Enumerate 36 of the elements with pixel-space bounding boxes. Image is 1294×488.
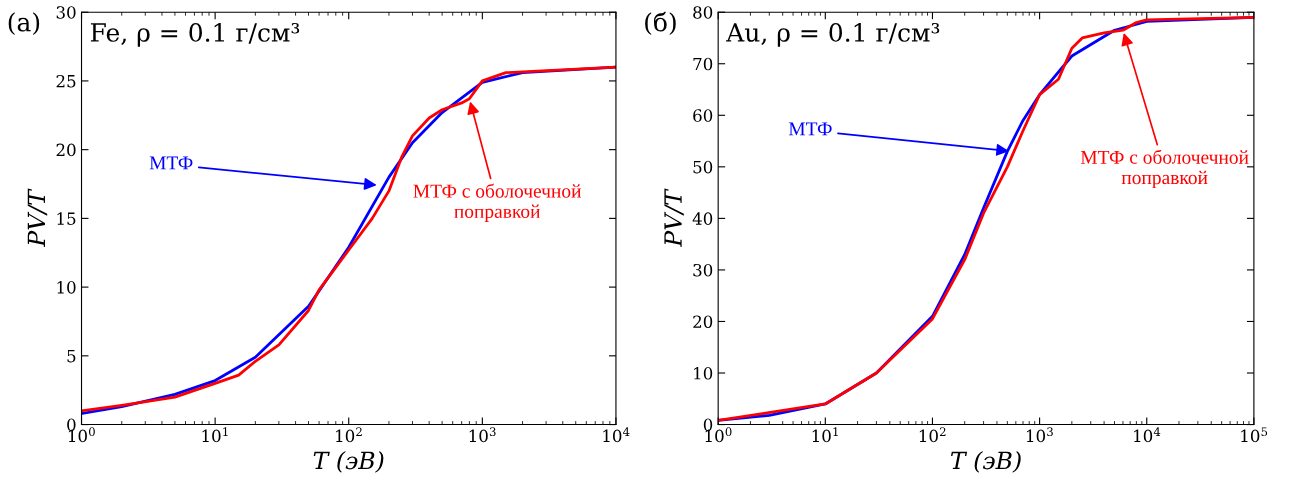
y-tick-label: 70 <box>693 57 713 71</box>
x-tick-label: 10$^{4}$ <box>603 427 630 443</box>
text: (a) <box>8 12 40 36</box>
chart-title: Au, ρ = 0.1 г/см³ <box>726 22 940 47</box>
y-tick-label: 15 <box>57 212 76 225</box>
y-tick-label: 40 <box>692 212 713 225</box>
annotation: МТФ <box>788 122 832 136</box>
annotation: МТФ <box>149 156 193 170</box>
y-tick-label: 20 <box>693 315 713 329</box>
chart-title: Fe, ρ = 0.1 г/см³ <box>90 22 300 47</box>
x-tick-label: 10$^{1}$ <box>812 427 838 443</box>
text: (б) <box>645 11 676 36</box>
y-tick-label: 5 <box>67 350 76 363</box>
x-axis-title: T (эВ) <box>313 451 384 473</box>
x-tick-label: 10$^{1}$ <box>202 427 228 443</box>
y-tick-label: 30 <box>56 6 76 19</box>
x-tick-label: 10$^{5}$ <box>1241 427 1268 443</box>
y-axis-title: PV/T <box>27 188 48 248</box>
x-tick-label: 10$^{3}$ <box>1026 427 1053 443</box>
x-tick-label: 10$^{3}$ <box>469 427 496 443</box>
x-tick-label: 10$^{2}$ <box>336 427 362 443</box>
y-tick-label: 25 <box>56 74 76 88</box>
x-axis-title: T (эВ) <box>951 451 1021 473</box>
y-tick-label: 50 <box>693 160 713 174</box>
y-tick-label: 0 <box>703 418 713 432</box>
x-tick-label: 10$^{4}$ <box>1134 427 1161 443</box>
y-tick-label: 60 <box>693 109 713 122</box>
annotation: МТФ с оболочечной поправкой <box>1080 149 1249 189</box>
y-tick-label: 30 <box>693 263 713 277</box>
x-tick-label: 10$^{2}$ <box>919 427 946 443</box>
y-tick-label: 80 <box>693 6 713 19</box>
y-tick-label: 20 <box>56 143 76 157</box>
y-tick-label: 10 <box>57 281 76 294</box>
y-axis-title: PV/T <box>664 188 684 248</box>
annotation: МТФ с оболочечной поправкой <box>413 183 582 222</box>
y-tick-label: 10 <box>694 366 713 380</box>
